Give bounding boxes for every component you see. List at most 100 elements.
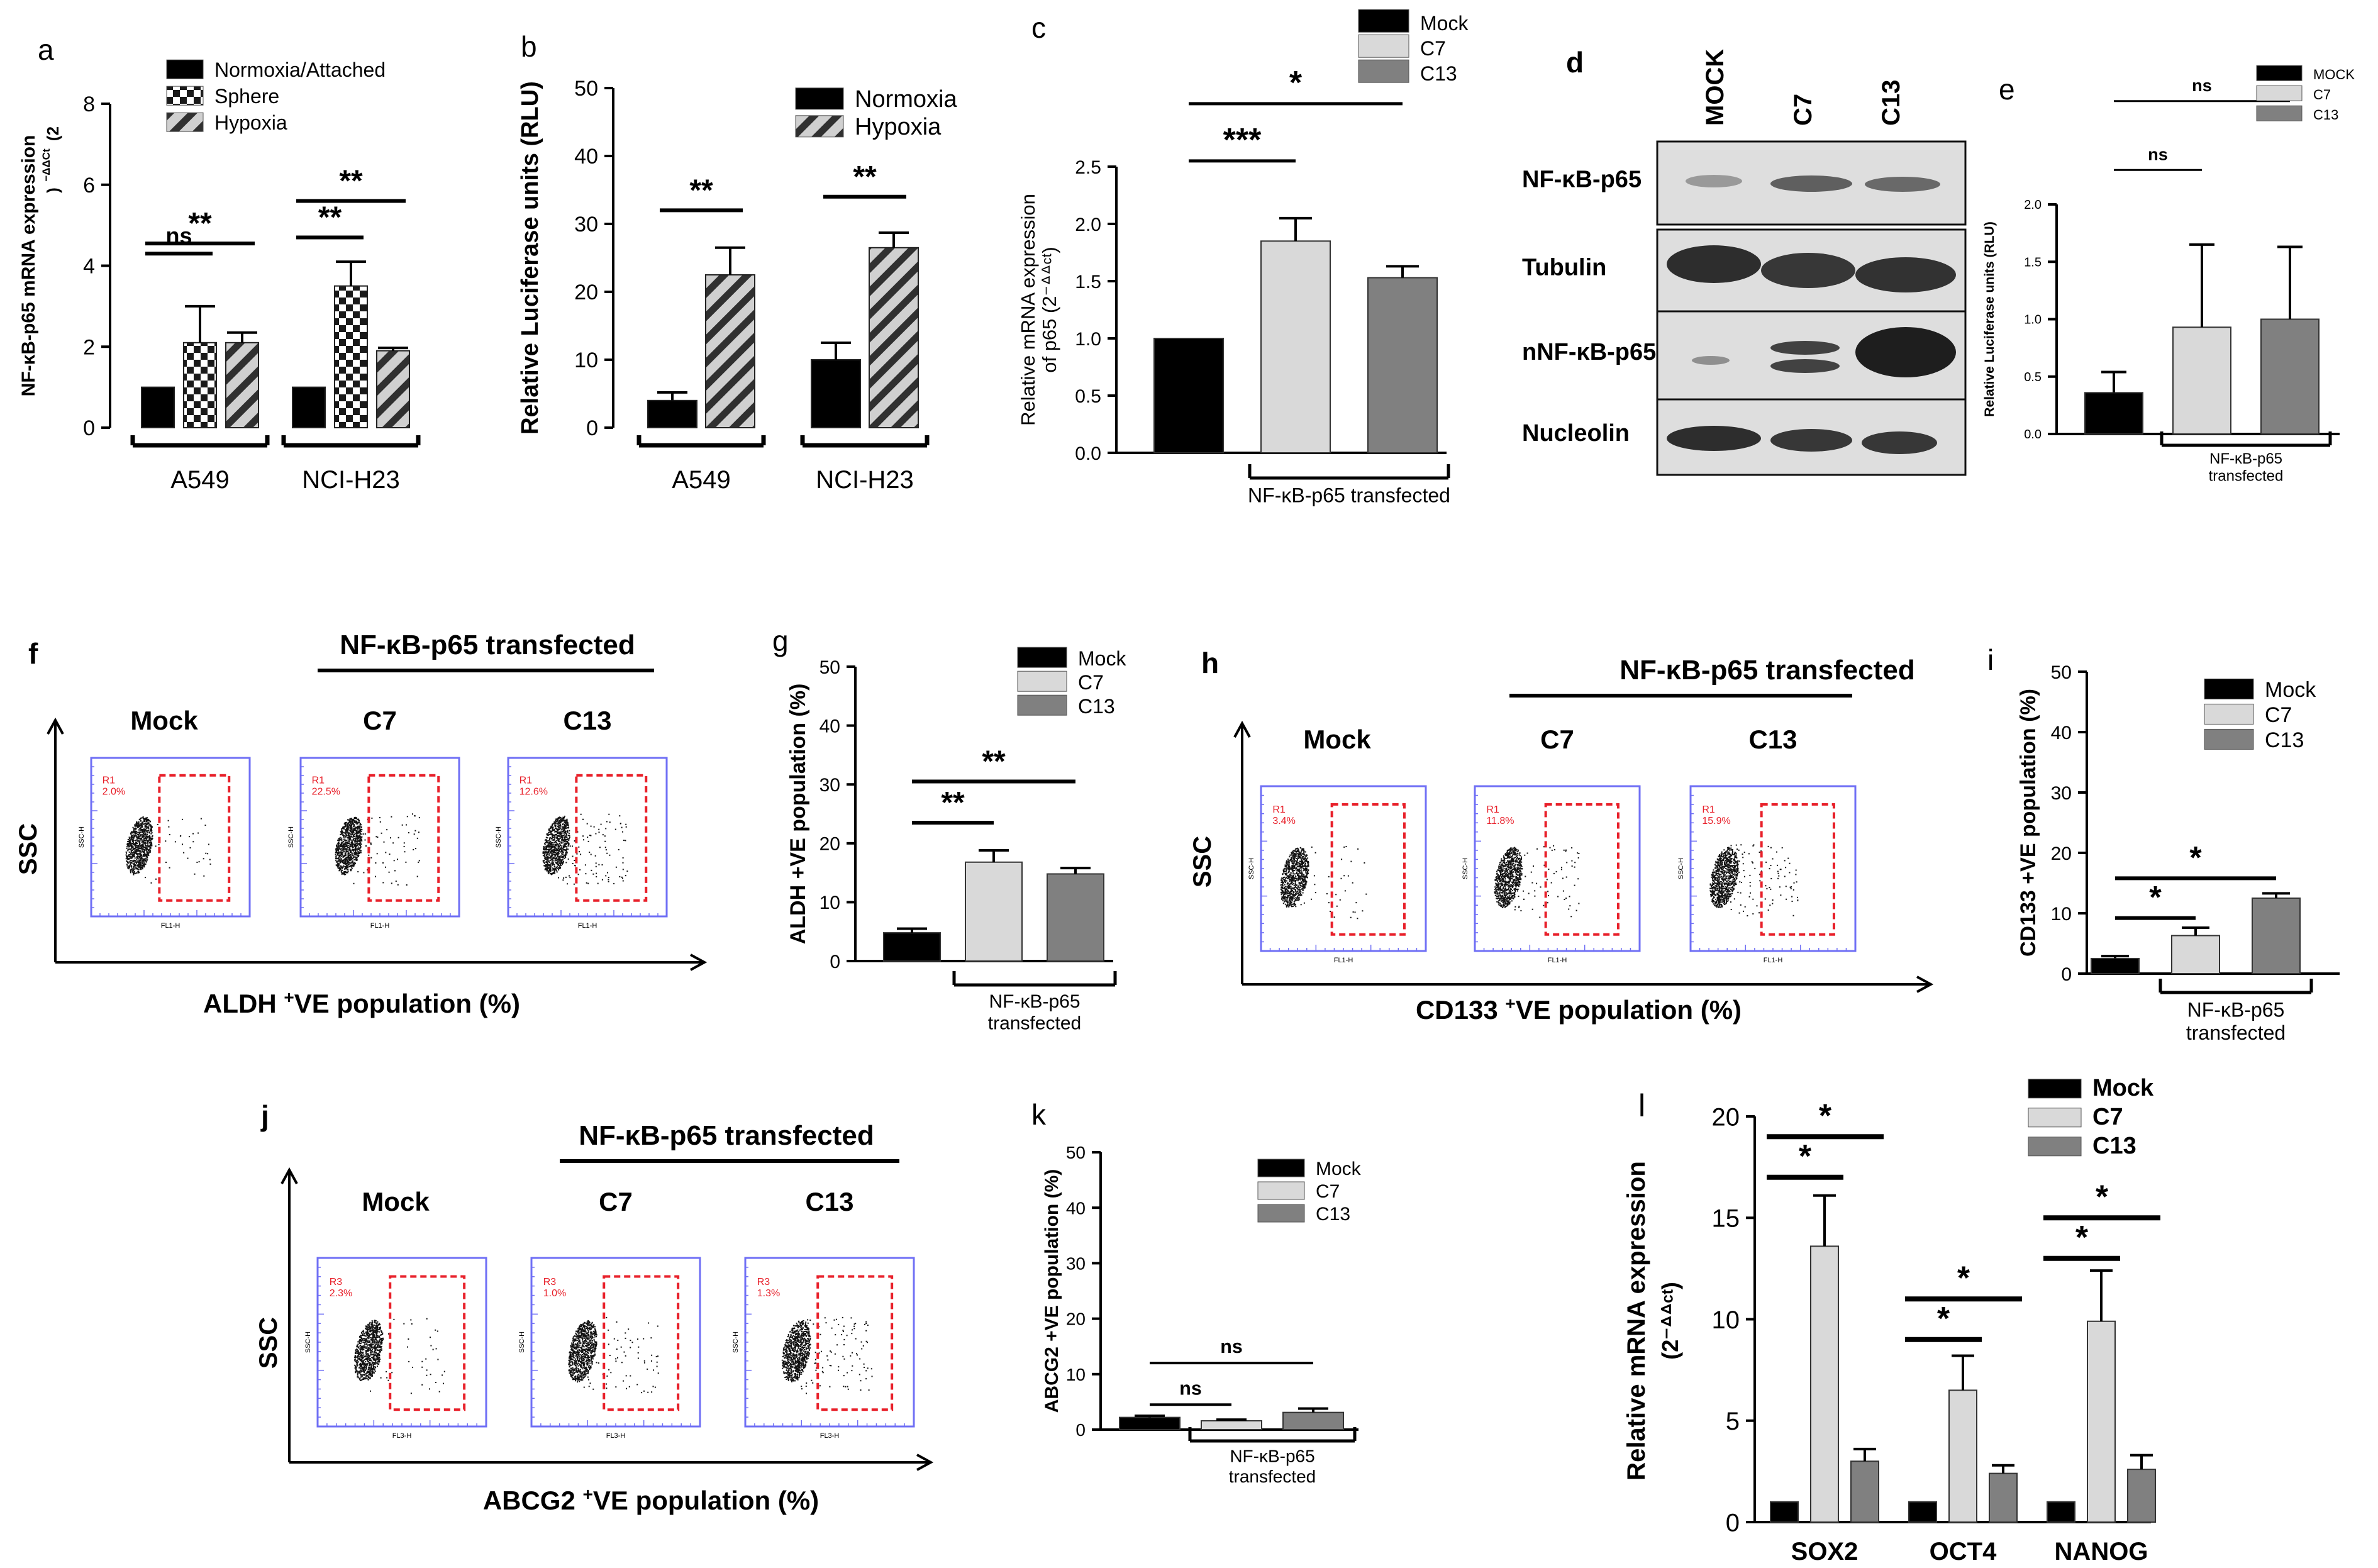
gate-value-f: 12.6%: [519, 786, 548, 797]
transfected-label-g: NF-κB-p65: [989, 991, 1080, 1012]
sig-i-0-text: *: [2149, 880, 2162, 915]
y-axis-label-b: Relative Luciferase units (RLU): [517, 81, 543, 435]
sig-b-0-text: **: [689, 174, 713, 207]
lane-label-MOCK: MOCK: [1701, 49, 1729, 126]
dot-plot-frame-j: [316, 1257, 487, 1428]
legend-swatch-k: [1257, 1159, 1305, 1177]
dot-plot-ylabel-j: SSC-H: [518, 1332, 526, 1353]
sig-a-2-text: **: [318, 201, 342, 234]
bar-k-Mock: [1119, 1416, 1181, 1430]
band-tubulin-c13: [1855, 257, 1956, 292]
dot-cloud-points-j: [353, 1318, 445, 1394]
band-nucleolin-c13: [1862, 431, 1937, 454]
bar-i-C7: [2171, 935, 2220, 975]
legend-label-l: C7: [2092, 1104, 2123, 1130]
legend-label-e: C7: [2313, 87, 2331, 103]
transfected-label-i: NF-κB-p65: [2187, 998, 2285, 1021]
gate-rectangle-h: [1544, 803, 1620, 936]
transfected-label-e: NF-κB-p65: [2209, 450, 2282, 467]
gate-rectangle-f: [158, 774, 231, 902]
y-tick-label-i: 40: [2051, 723, 2072, 743]
panel-letter-k: k: [1031, 1098, 1047, 1131]
dot-cloud-j-C7: [568, 1316, 659, 1394]
gate-value-j: 1.0%: [543, 1288, 566, 1299]
sig-l-0-text: *: [1799, 1138, 1812, 1175]
dot-cloud-f-Mock: [125, 816, 211, 884]
legend-label-c: C7: [1420, 37, 1446, 60]
legend-label-c: C13: [1420, 62, 1457, 85]
dot-cloud-points-f: [542, 813, 628, 885]
gate-rectangle-h: [1330, 803, 1406, 936]
y-tick-label-k: 0: [1075, 1420, 1086, 1440]
panel-letter-b: b: [521, 30, 537, 63]
bar-b-NCI-H23-Normoxia: [811, 359, 861, 428]
y-tick-label-b: 50: [574, 77, 598, 101]
legend-label-a: Hypoxia: [214, 111, 287, 134]
y-tick-label-b: 0: [586, 416, 598, 440]
legend-swatch-i: [2204, 728, 2254, 750]
bar-g-C7: [965, 861, 1023, 962]
band-tubulin-mock: [1667, 245, 1761, 283]
dot-cloud-j-C13: [781, 1316, 873, 1394]
y-tick-label-k: 50: [1066, 1143, 1086, 1162]
legend-swatch-b: [795, 115, 844, 138]
ssc-axis-label-f: SSC: [14, 823, 42, 875]
y-axis-label-exp-l: (2⁻ᐞᐞᶜᵗ): [1657, 1282, 1683, 1360]
group-label-b: NCI-H23: [816, 466, 914, 494]
y-tick-label-l: 15: [1712, 1205, 1740, 1233]
gate-rectangle-j: [389, 1275, 466, 1411]
dot-cloud-points-j: [781, 1316, 873, 1394]
y-tick-label-b: 20: [574, 281, 598, 304]
group-label-l: NANOG: [2055, 1538, 2148, 1565]
legend-label-l: Mock: [2092, 1075, 2154, 1101]
group-label-l: OCT4: [1930, 1538, 1997, 1565]
legend-swatch-i: [2204, 703, 2254, 725]
dot-plot-xlabel-h: FL1-H: [1334, 957, 1353, 964]
dot-cloud-f-C7: [335, 813, 420, 886]
panel-letter-g: g: [772, 625, 789, 657]
panel-letter-h: h: [1201, 647, 1219, 679]
gate-value-j: 1.3%: [757, 1288, 780, 1299]
bar-l-SOX2-C7: [1810, 1245, 1839, 1523]
y-tick-label-e: 0.5: [2024, 370, 2042, 384]
blot-label-NF-κB-p65: NF-κB-p65: [1522, 167, 1642, 193]
legend-swatch-i: [2204, 678, 2254, 699]
sig-c-1-text: *: [1289, 65, 1303, 101]
transfected-label-i: transfected: [2186, 1021, 2286, 1044]
sig-a-3-text: **: [339, 165, 363, 198]
bar-l-NANOG-C13: [2127, 1469, 2156, 1523]
legend-swatch-a: [166, 59, 204, 79]
gate-name-f: R1: [312, 775, 325, 786]
dot-cloud-points-f: [125, 816, 211, 884]
y-tick-label-i: 50: [2051, 662, 2072, 683]
dot-plot-ylabel-h: SSC-H: [1677, 858, 1685, 879]
ssc-axis-arrow-h: [1233, 720, 1251, 738]
y-tick-label-e: 0.0: [2024, 428, 2042, 442]
gate-name-j: R3: [757, 1277, 770, 1287]
y-tick-label-b: 30: [574, 213, 598, 236]
y-axis-label-l: Relative mRNA expression: [1623, 1161, 1650, 1481]
y-axis-label-c: of p65 (2⁻ᐞᐞᶜᵗ): [1038, 247, 1060, 373]
sig-g-1-text: **: [982, 745, 1006, 779]
legend-label-e: MOCK: [2313, 67, 2355, 82]
legend-swatch-k: [1257, 1181, 1305, 1200]
group-label-a: NCI-H23: [302, 466, 400, 494]
y-tick-label-e: 2.0: [2024, 198, 2042, 212]
gate-name-h: R1: [1702, 804, 1715, 815]
band-nucleolin-mock: [1667, 426, 1761, 451]
gate-rectangle-j: [603, 1275, 680, 1411]
bar-c-C7: [1260, 240, 1331, 453]
y-tick-label-i: 0: [2061, 964, 2072, 985]
legend-swatch-g: [1017, 647, 1067, 668]
dot-plot-ylabel-j: SSC-H: [304, 1332, 312, 1353]
sig-l-2-text: *: [1937, 1301, 1950, 1337]
legend-swatch-a: [166, 112, 204, 132]
lane-label-C13: C13: [1877, 80, 1905, 126]
transfected-label-k: transfected: [1229, 1467, 1316, 1486]
y-tick-label-c: 1.5: [1075, 272, 1101, 292]
bar-c-Mock: [1153, 338, 1224, 453]
y-tick-label-c: 1.0: [1075, 329, 1101, 350]
legend-swatch-l: [2028, 1108, 2082, 1128]
legend-swatch-k: [1257, 1204, 1305, 1223]
